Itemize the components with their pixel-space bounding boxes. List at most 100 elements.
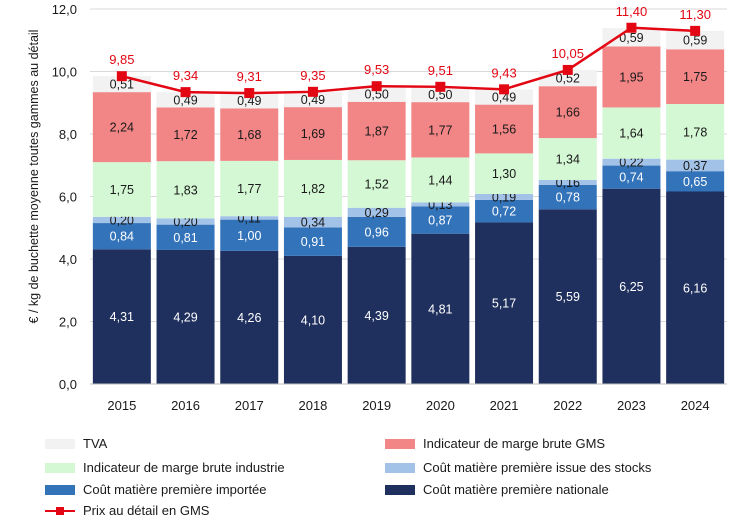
bar-segment (347, 86, 406, 102)
legend-swatch-mp-nationale (385, 484, 415, 495)
bar-value-label: 0,74 (619, 171, 643, 185)
bar-segment (220, 250, 279, 384)
bar-value-label: 1,52 (364, 178, 388, 192)
bar-segment (666, 171, 725, 192)
bar-segment (411, 206, 470, 234)
bar-segment (283, 227, 342, 256)
bar-value-label: 0,29 (364, 206, 388, 220)
bar-segment (666, 49, 725, 104)
price-marker (116, 71, 127, 82)
bar-segment (347, 216, 406, 247)
bar-value-label: 4,26 (237, 311, 261, 325)
bar-value-label: 0,72 (492, 205, 516, 219)
bar-segment (283, 107, 342, 160)
bar-segment (220, 219, 279, 251)
bar-segment (156, 161, 215, 219)
bar-value-label: 5,17 (492, 297, 516, 311)
bar-value-label: 1,82 (301, 182, 325, 196)
x-tick-label: 2021 (490, 398, 519, 413)
bar-value-label: 1,72 (173, 128, 197, 142)
price-line (121, 26, 696, 95)
bar-segment (666, 191, 725, 384)
price-label: 9,35 (300, 68, 325, 83)
price-marker (180, 87, 191, 98)
bar-value-label: 1,68 (237, 128, 261, 142)
bar-segment (92, 216, 151, 224)
bar-segment (666, 104, 725, 160)
bar-segment (283, 91, 342, 108)
bar-segment (220, 160, 279, 217)
bar-value-label: 0,50 (364, 88, 388, 102)
bar-value-label: 1,78 (683, 125, 707, 139)
bar-value-label: 4,29 (173, 310, 197, 324)
bar-value-label: 1,75 (683, 70, 707, 84)
bar-segment (220, 216, 279, 220)
bar-value-label: 1,44 (428, 173, 452, 187)
bar-value-label: 0,52 (556, 72, 580, 86)
legend-item-marge-industrie: Indicateur de marge brute industrie (45, 460, 285, 475)
y-tick-label: 2,0 (59, 315, 77, 330)
bar-segment (156, 107, 215, 162)
price-label: 9,85 (109, 52, 134, 67)
bar-segment (411, 202, 470, 207)
legend-item-tva: TVA (45, 436, 107, 451)
legend-swatch-mp-stocks (385, 462, 415, 473)
y-tick-label: 10,0 (52, 65, 77, 80)
x-tick-label: 2015 (107, 398, 136, 413)
bar-segment (220, 93, 279, 109)
x-tick-label: 2017 (235, 398, 264, 413)
bar-segment (92, 249, 151, 384)
bar-value-label: 0,96 (364, 225, 388, 239)
bar-value-label: 0,20 (110, 213, 134, 227)
bar-segment (602, 188, 661, 384)
x-tick-label: 2024 (681, 398, 710, 413)
chart-legend: TVA Indicateur de marge brute GMS Indica… (0, 428, 747, 518)
stacked-bar-chart: 0,0 2,0 4,0 6,0 8,0 10,0 12,0 € / kg de buchett… (27, 2, 727, 413)
bar-segment (475, 222, 534, 384)
legend-item-mp-stocks: Coût matière première issue des stocks (385, 460, 651, 475)
bar-segment (92, 223, 151, 250)
y-tick-label: 8,0 (59, 127, 77, 142)
legend-swatch-prix (45, 506, 75, 516)
bar-segment (538, 86, 597, 139)
bar-segment (92, 162, 151, 217)
bar-segment (156, 249, 215, 384)
bar-value-label: 0,65 (683, 175, 707, 189)
bar-value-label: 6,16 (683, 281, 707, 295)
bar-segment (283, 255, 342, 384)
bar-segment (283, 159, 342, 217)
bar-segment (602, 165, 661, 189)
bar-segment (347, 207, 406, 217)
price-marker (371, 81, 382, 92)
x-tick-label: 2022 (553, 398, 582, 413)
price-marker (244, 88, 255, 99)
bar-value-label: 1,69 (301, 127, 325, 141)
price-label: 9,43 (491, 65, 516, 80)
price-label: 11,30 (679, 7, 711, 22)
bar-value-label: 4,31 (110, 310, 134, 324)
bar-value-label: 1,66 (556, 106, 580, 120)
bar-value-label: 1,00 (237, 229, 261, 243)
y-axis-title: € / kg de buchette moyenne toutes gammes… (27, 30, 41, 324)
y-tick-label: 0,0 (59, 377, 77, 392)
bar-segment (92, 92, 151, 163)
bar-value-label: 4,39 (364, 309, 388, 323)
price-label: 9,51 (428, 63, 453, 78)
bar-value-label: 0,91 (301, 235, 325, 249)
x-tick-label: 2020 (426, 398, 455, 413)
bar-value-label: 0,22 (619, 156, 643, 170)
bar-value-label: 0,49 (237, 94, 261, 108)
bar-segment (475, 153, 534, 194)
bar-segment (475, 104, 534, 154)
price-marker (307, 86, 318, 97)
bar-value-label: 1,34 (556, 153, 580, 167)
bar-value-label: 0,59 (683, 34, 707, 48)
price-label: 11,40 (616, 4, 648, 19)
x-tick-label: 2023 (617, 398, 646, 413)
price-marker (690, 25, 701, 36)
price-label: 10,05 (551, 46, 584, 61)
bar-value-label: 1,75 (110, 183, 134, 197)
bar-segment (156, 92, 215, 108)
bar-segment (538, 138, 597, 180)
legend-item-prix: Prix au détail en GMS (45, 503, 209, 518)
